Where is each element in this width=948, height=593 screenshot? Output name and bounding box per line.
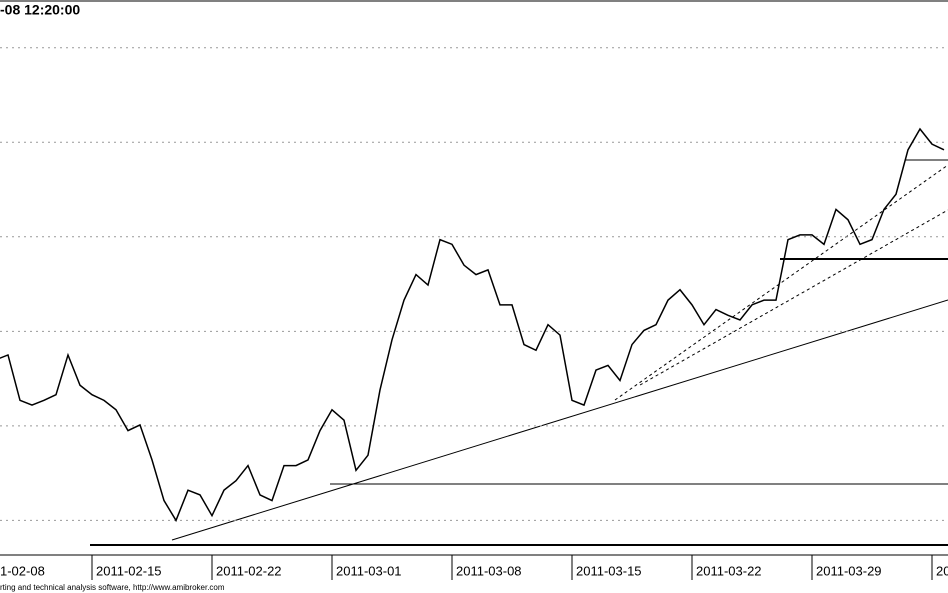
- x-tick-label: 2011-03-01: [336, 563, 402, 578]
- x-tick-label: 1-02-08: [0, 563, 45, 578]
- x-tick-label: 2011-03-22: [696, 563, 762, 578]
- x-tick-label: 2011-02-22: [216, 563, 282, 578]
- trend-line: [639, 209, 948, 386]
- chart-title: -08 12:20:00: [0, 2, 80, 18]
- trend-line: [614, 164, 948, 401]
- trend-line: [171, 299, 948, 541]
- x-tick-label: 2011-02-15: [96, 563, 162, 578]
- footer: rting and technical analysis software, h…: [0, 583, 225, 592]
- price-line: [0, 127, 945, 523]
- x-tick-label: 2011-03-15: [576, 563, 642, 578]
- x-tick-label: 20: [936, 563, 948, 578]
- study-lines: [90, 159, 948, 546]
- x-tick-label: 2011-03-29: [816, 563, 882, 578]
- x-tick-label: 2011-03-08: [456, 563, 522, 578]
